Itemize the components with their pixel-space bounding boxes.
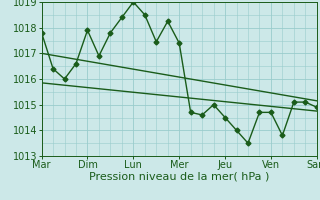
X-axis label: Pression niveau de la mer( hPa ): Pression niveau de la mer( hPa ) — [89, 172, 269, 182]
